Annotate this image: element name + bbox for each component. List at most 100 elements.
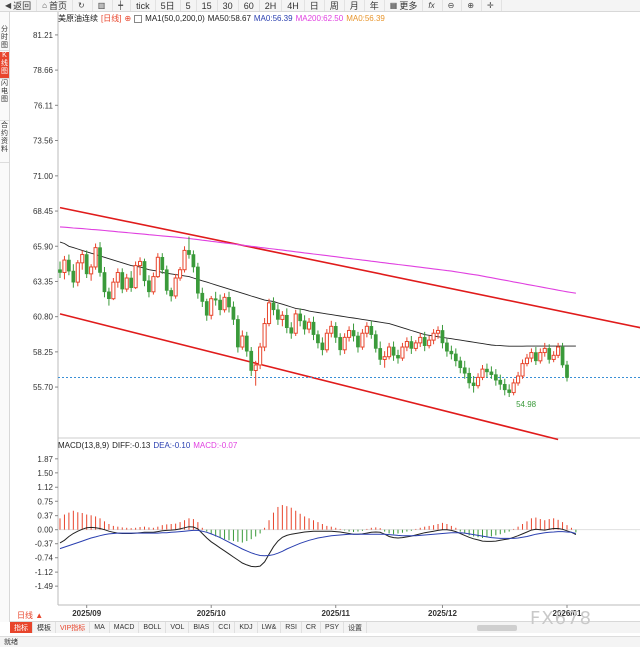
candle-body [289, 327, 294, 334]
period-5[interactable]: 5 [181, 0, 197, 11]
candle [316, 330, 320, 349]
period-day[interactable]: 日 [305, 0, 325, 11]
candle-body [409, 341, 414, 349]
candle-body [102, 272, 107, 293]
tab-settings[interactable]: 设置 [344, 622, 368, 633]
home-button[interactable]: ⌂ 首页 [37, 0, 74, 11]
candle-body [427, 339, 432, 347]
candle [231, 301, 236, 325]
tab-kdj[interactable]: KDJ [235, 622, 258, 633]
more-button[interactable]: ▦ 更多 [385, 0, 424, 11]
candle [169, 287, 174, 302]
tab-kline[interactable]: K线图 [0, 52, 9, 79]
ma200-label: MA200:62.50 [295, 14, 344, 23]
candle [462, 360, 467, 379]
candle [351, 323, 356, 342]
candle-type-button[interactable]: ┿ [113, 0, 132, 11]
candle-body [253, 364, 258, 371]
tab-boll[interactable]: BOLL [139, 622, 167, 633]
tab-cr[interactable]: CR [302, 622, 322, 633]
period-4h[interactable]: 4H [282, 0, 305, 11]
scrollbar-thumb[interactable] [477, 624, 518, 631]
channel-upper-line [59, 206, 640, 329]
zoom-out-button[interactable]: ⊖ [443, 0, 463, 11]
tab-bias[interactable]: BIAS [189, 622, 215, 633]
period-5d[interactable]: 5日 [156, 0, 181, 11]
period-month[interactable]: 月 [345, 0, 365, 11]
tab-rsi[interactable]: RSI [281, 622, 302, 633]
add-icon[interactable]: ⊕ [124, 14, 132, 23]
candle [342, 333, 347, 354]
period-60[interactable]: 60 [239, 0, 260, 11]
home-label: 首页 [49, 1, 68, 11]
period-30[interactable]: 30 [218, 0, 239, 11]
candle-body [347, 329, 352, 338]
candle-body [404, 341, 409, 348]
refresh-button[interactable]: ↻ [73, 0, 93, 11]
chart-type-button[interactable]: ▥ [93, 0, 114, 11]
candle-body [445, 342, 449, 352]
candle [435, 326, 441, 339]
candle [249, 347, 254, 377]
candle-body [467, 372, 472, 384]
candle [453, 348, 458, 367]
candle-body [258, 346, 263, 366]
macd-tick-label: 1.12 [37, 483, 53, 492]
candle-body [364, 325, 369, 334]
period-tag[interactable]: [日线] [101, 14, 122, 23]
tab-psy[interactable]: PSY [321, 622, 345, 633]
tab-vol[interactable]: VOL [166, 622, 190, 633]
indicator-bar: 指标 模板 VIP指标 MA MACD BOLL VOL BIAS CCI KD… [10, 621, 640, 633]
candle [222, 293, 227, 313]
candle [102, 266, 107, 298]
formula-button[interactable]: fx [423, 0, 443, 11]
candle-body [93, 247, 98, 268]
tab-ma[interactable]: MA [90, 622, 110, 633]
zoom-in-button[interactable]: ⊕ [462, 0, 483, 11]
crosshair-button[interactable]: ✛ [482, 0, 502, 11]
candlestick-chart[interactable]: 81.21 78.66 76.11 73.56 71.00 68.45 65.90 63.35… [0, 0, 640, 620]
tab-templates[interactable]: 模板 [33, 622, 56, 633]
period-2h[interactable]: 2H [260, 0, 283, 11]
candle-body [391, 346, 396, 356]
candle-body [351, 330, 356, 337]
zoom-out-icon: ⊖ [447, 1, 455, 10]
tab-cci[interactable]: CCI [214, 622, 236, 633]
tab-contract-info[interactable]: 合约资料 [0, 122, 9, 163]
macd-tick-label: 1.87 [37, 455, 53, 464]
candle [324, 329, 329, 353]
candle-body [62, 259, 67, 273]
candle-body [435, 329, 441, 334]
candle [485, 363, 489, 378]
tab-lw[interactable]: LW& [258, 622, 282, 633]
price-legend: 美原油连续 [日线] ⊕ MA1(50,0,200,0) MA50:58.67 … [58, 13, 385, 24]
candle-body [422, 337, 427, 346]
candle-body [204, 301, 209, 316]
tab-vip-indicators[interactable]: VIP指标 [56, 622, 91, 633]
candle [516, 371, 521, 386]
scrollbar[interactable] [367, 622, 640, 633]
candle-body [280, 314, 285, 320]
tab-macd[interactable]: MACD [110, 622, 140, 633]
candle-body [565, 364, 569, 378]
candle-body [413, 342, 418, 349]
price-tick-label: 71.00 [33, 172, 54, 181]
candle [178, 266, 183, 281]
candle [266, 298, 272, 327]
tab-timeshare[interactable]: 分时图 [0, 26, 9, 51]
back-button[interactable]: ◀ 返回 [0, 0, 38, 11]
tab-flash[interactable]: 闪电图 [0, 80, 9, 121]
candle [155, 253, 160, 279]
candle-body [302, 320, 307, 330]
period-year[interactable]: 年 [365, 0, 385, 11]
tab-indicators[interactable]: 指标 [10, 622, 33, 633]
bar-chart-icon: ▥ [97, 1, 106, 10]
period-15[interactable]: 15 [197, 0, 218, 11]
tick-button[interactable]: tick [131, 0, 156, 11]
candle-body [137, 260, 143, 267]
timeframe-tag[interactable]: 日线 ▲ [17, 611, 44, 620]
candle [236, 315, 240, 353]
period-week[interactable]: 周 [325, 0, 345, 11]
candle-body [511, 382, 516, 394]
candle-body [67, 259, 71, 272]
